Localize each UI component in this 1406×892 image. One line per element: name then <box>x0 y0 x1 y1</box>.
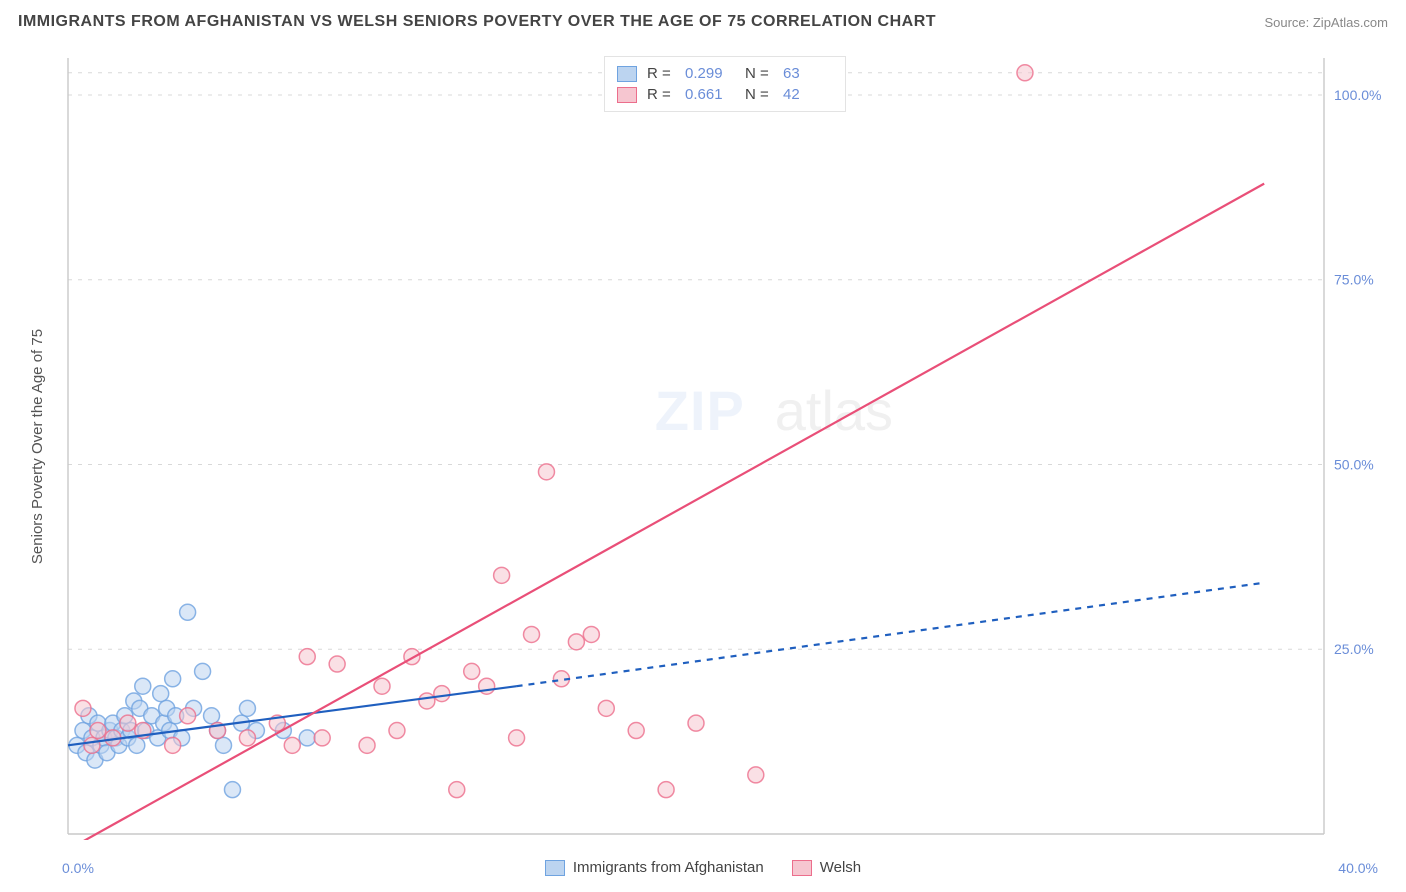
r-label-b: R = <box>647 86 675 103</box>
n-label-a: N = <box>745 65 773 82</box>
svg-text:atlas: atlas <box>775 379 893 442</box>
source-prefix: Source: <box>1264 15 1312 30</box>
header: IMMIGRANTS FROM AFGHANISTAN VS WELSH SEN… <box>0 0 1406 44</box>
svg-text:ZIP: ZIP <box>655 379 745 442</box>
r-label-a: R = <box>647 65 675 82</box>
source-link[interactable]: ZipAtlas.com <box>1313 15 1388 30</box>
x-tick-max: 40.0% <box>1338 860 1378 876</box>
svg-text:50.0%: 50.0% <box>1334 456 1374 472</box>
legend-swatch-b <box>792 860 812 876</box>
legend-label-a: Immigrants from Afghanistan <box>573 859 764 876</box>
x-tick-min: 0.0% <box>62 860 94 876</box>
n-value-a: 63 <box>783 65 833 82</box>
plot-area: ZIP atlas 25.0% 50.0% 75.0% 100.0% R = 0.299 … <box>62 52 1388 840</box>
chart-title: IMMIGRANTS FROM AFGHANISTAN VS WELSH SEN… <box>18 13 936 31</box>
stats-row-b: R = 0.661 N = 42 <box>617 84 833 105</box>
swatch-series-a <box>617 66 637 82</box>
stats-row-a: R = 0.299 N = 63 <box>617 63 833 84</box>
y-axis-label-wrap: Seniors Poverty Over the Age of 75 <box>20 52 56 840</box>
r-value-b: 0.661 <box>685 86 735 103</box>
svg-text:100.0%: 100.0% <box>1334 87 1381 103</box>
scatter-plot-svg: ZIP atlas 25.0% 50.0% 75.0% 100.0% <box>62 52 1388 840</box>
y-axis-label: Seniors Poverty Over the Age of 75 <box>30 328 47 563</box>
n-label-b: N = <box>745 86 773 103</box>
legend-swatch-a <box>545 860 565 876</box>
chart-container: IMMIGRANTS FROM AFGHANISTAN VS WELSH SEN… <box>0 0 1406 892</box>
r-value-a: 0.299 <box>685 65 735 82</box>
x-axis-legend: 0.0% Immigrants from Afghanistan Welsh 4… <box>0 859 1406 876</box>
n-value-b: 42 <box>783 86 833 103</box>
stats-legend-box: R = 0.299 N = 63 R = 0.661 N = 42 <box>604 56 846 112</box>
legend-item-a: Immigrants from Afghanistan <box>545 859 764 876</box>
swatch-series-b <box>617 87 637 103</box>
svg-text:75.0%: 75.0% <box>1334 272 1374 288</box>
svg-text:25.0%: 25.0% <box>1334 641 1374 657</box>
source-attribution: Source: ZipAtlas.com <box>1264 15 1388 30</box>
legend-label-b: Welsh <box>820 859 861 876</box>
legend-item-b: Welsh <box>792 859 861 876</box>
